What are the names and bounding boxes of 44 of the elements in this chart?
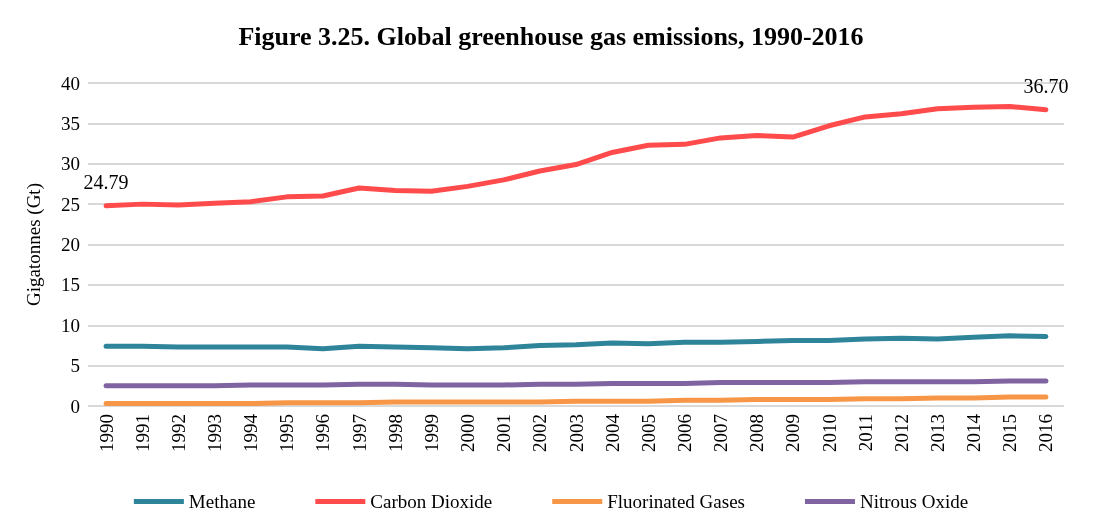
y-tick-label: 20 [61, 234, 80, 255]
x-tick-label: 2014 [963, 413, 985, 452]
y-tick-label: 35 [61, 112, 80, 134]
x-tick-label: 2000 [457, 414, 479, 452]
x-tick-label: 2008 [746, 414, 768, 452]
x-tick-label: 2001 [493, 414, 515, 452]
data-label: 36.70 [1023, 74, 1069, 97]
x-tick-label: 1996 [312, 414, 334, 452]
x-tick-label: 1991 [131, 414, 153, 452]
y-tick-label: 25 [61, 193, 80, 215]
x-tick-label: 1990 [95, 414, 117, 452]
y-tick-label: 5 [70, 355, 80, 377]
legend-label: Methane [188, 491, 256, 512]
x-tick-label: 1995 [276, 414, 298, 452]
x-tick-label: 2012 [890, 414, 912, 452]
data-label: 24.79 [83, 170, 129, 193]
legend-label: Fluorinated Gases [607, 491, 745, 512]
x-tick-label: 2010 [818, 414, 840, 452]
x-tick-label: 1998 [384, 414, 406, 452]
x-tick-label: 2015 [999, 414, 1021, 452]
x-tick-label: 1999 [420, 414, 442, 452]
x-tick-label: 1997 [348, 414, 370, 452]
x-tick-label: 2009 [782, 414, 804, 452]
y-axis-title: Gigatonnes (Gt) [23, 183, 45, 306]
x-tick-label: 2004 [601, 413, 623, 452]
y-tick-label: 15 [61, 274, 80, 296]
chart-title: Figure 3.25. Global greenhouse gas emissions, 1990-2016 [238, 21, 864, 51]
x-tick-label: 2011 [854, 414, 876, 452]
x-tick-label: 1992 [167, 414, 189, 452]
legend-label: Carbon Dioxide [370, 491, 493, 512]
x-tick-label: 1994 [240, 413, 262, 452]
x-tick-label: 2006 [673, 414, 695, 452]
x-tick-label: 2016 [1035, 414, 1057, 452]
x-tick-label: 2003 [565, 414, 587, 452]
y-tick-label: 40 [61, 72, 80, 94]
y-tick-label: 0 [70, 395, 80, 417]
y-tick-label: 10 [61, 314, 80, 336]
x-tick-label: 2002 [529, 414, 551, 452]
x-tick-label: 1993 [204, 414, 226, 452]
legend-label: Nitrous Oxide [859, 491, 969, 512]
x-tick-label: 2005 [637, 414, 659, 452]
y-tick-label: 30 [61, 153, 80, 175]
x-tick-label: 2007 [710, 414, 732, 452]
x-tick-label: 2013 [926, 414, 948, 452]
